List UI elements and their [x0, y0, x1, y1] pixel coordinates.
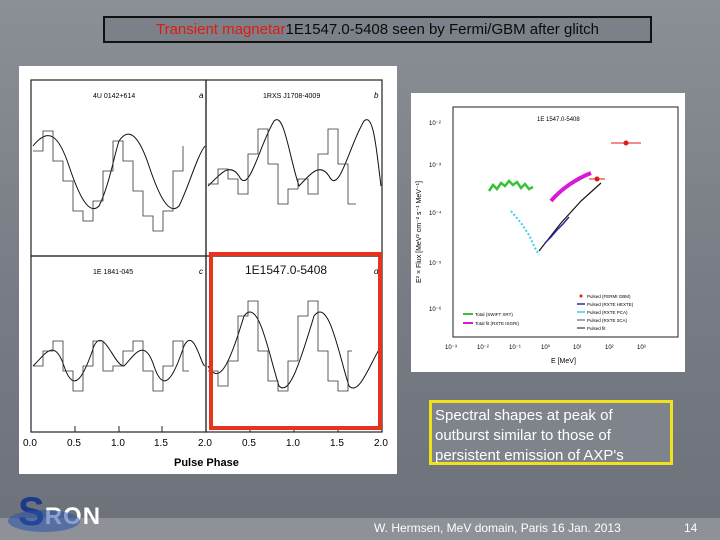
legend-right-4: Pulsed fit — [587, 326, 606, 331]
spec-x-tick-1: 10⁻² — [477, 345, 489, 351]
legend-right-2: Pulsed (RXTE PCA) — [587, 310, 628, 315]
swift-xrt-series — [487, 179, 534, 192]
spec-x-tick-3: 10⁰ — [541, 344, 551, 351]
histogram-b — [208, 128, 356, 205]
pulsed-fit-line — [538, 182, 602, 252]
spec-y-tick-4: 10⁻⁶ — [429, 306, 442, 313]
panel-frame-a — [30, 79, 207, 257]
spectrum-x-label: E [MeV] — [551, 358, 576, 365]
spec-x-tick-5: 10² — [605, 345, 614, 351]
note-text: Spectral shapes at peak of outburst simi… — [435, 407, 624, 464]
spec-x-tick-4: 10¹ — [573, 345, 582, 351]
x-tick-4: 2.0 — [198, 438, 212, 449]
slide-title: Transient magnetar 1E1547.0-5408 seen by… — [103, 16, 652, 43]
panel-frame-c — [30, 255, 207, 433]
spec-y-tick-2: 10⁻⁴ — [429, 210, 442, 217]
logo-arc — [8, 510, 80, 532]
profile-curve-d — [207, 311, 382, 389]
pulse-profiles-figure: 4U 0142+614 a 1RXS J1708-4009 b 1E 1841-… — [19, 66, 397, 474]
panel-c-letter: c — [199, 267, 203, 276]
spectrum-frame — [452, 106, 679, 338]
panel-d-letter: d — [374, 267, 379, 276]
spectrum-svg: 1E 1547.0-5408 E² × Flux [MeV² cm⁻² s⁻¹ … — [416, 106, 679, 365]
x-tick-1: 0.5 — [67, 438, 81, 449]
spec-y-tick-1: 10⁻³ — [429, 163, 441, 169]
legend-left-1: Total fit (RXTE ISGRI) — [475, 321, 520, 326]
panel-a-name: 4U 0142+614 — [93, 93, 135, 100]
spec-x-tick-2: 10⁻¹ — [509, 345, 521, 351]
spectrum-y-label: E² × Flux [MeV² cm⁻² s⁻¹ MeV⁻¹] — [416, 181, 423, 283]
title-highlight: Transient magnetar — [155, 21, 286, 38]
x-tick-0: 0.0 — [23, 438, 37, 449]
x-axis-label: Pulse Phase — [174, 457, 239, 469]
pca-series — [510, 210, 540, 256]
legend-right-0: Pulsed (FERMI GBM) — [587, 294, 631, 299]
note-box: Spectral shapes at peak of outburst simi… — [429, 400, 673, 465]
spec-y-tick-3: 10⁻⁵ — [429, 260, 442, 267]
x-tick-6: 1.0 — [286, 438, 300, 449]
panel-b-letter: b — [374, 91, 379, 100]
x-tick-8: 2.0 — [374, 438, 388, 449]
x-tick-5: 0.5 — [242, 438, 256, 449]
title-rest: 1E1547.0-5408 seen by Fermi/GBM after gl… — [285, 21, 600, 38]
spectrum-inset-title: 1E 1547.0-5408 — [537, 117, 580, 123]
page-number: 14 — [684, 521, 698, 535]
isgri-fit-series — [549, 171, 592, 203]
spec-x-tick-6: 10³ — [637, 345, 646, 351]
spec-y-tick-0: 10⁻² — [429, 121, 441, 127]
spec-x-tick-0: 10⁻³ — [445, 345, 457, 351]
histogram-a — [33, 130, 184, 232]
x-tick-2: 1.0 — [111, 438, 125, 449]
profile-curve-b — [207, 119, 382, 187]
panel-a-letter: a — [199, 91, 204, 100]
legend-left-0: Total (SWIFT XRT) — [475, 312, 513, 317]
histogram-c — [33, 340, 189, 392]
pulse-profiles-svg: 4U 0142+614 a 1RXS J1708-4009 b 1E 1841-… — [23, 79, 388, 469]
panel-c-name: 1E 1841-045 — [93, 269, 133, 276]
sron-logo: S RON — [8, 492, 101, 532]
panel-b-name: 1RXS J1708-4009 — [263, 93, 320, 100]
footer-band — [0, 518, 720, 540]
x-tick-3: 1.5 — [154, 438, 168, 449]
histogram-d — [208, 300, 352, 392]
highlight-label: 1E1547.0-5408 — [245, 263, 328, 277]
highlight-box — [209, 252, 382, 430]
hexte-series — [544, 216, 570, 244]
spectrum-figure: 1E 1547.0-5408 E² × Flux [MeV² cm⁻² s⁻¹ … — [411, 93, 685, 372]
footer-text: W. Hermsen, MeV domain, Paris 16 Jan. 20… — [374, 521, 621, 535]
legend-right-3: Pulsed (RXTE 2CA) — [587, 318, 628, 323]
legend-right-1: Pulsed (RXTE HEXTE) — [587, 302, 634, 307]
gbm-points — [594, 140, 629, 182]
profile-curve-c — [32, 339, 206, 382]
x-tick-7: 1.5 — [330, 438, 344, 449]
